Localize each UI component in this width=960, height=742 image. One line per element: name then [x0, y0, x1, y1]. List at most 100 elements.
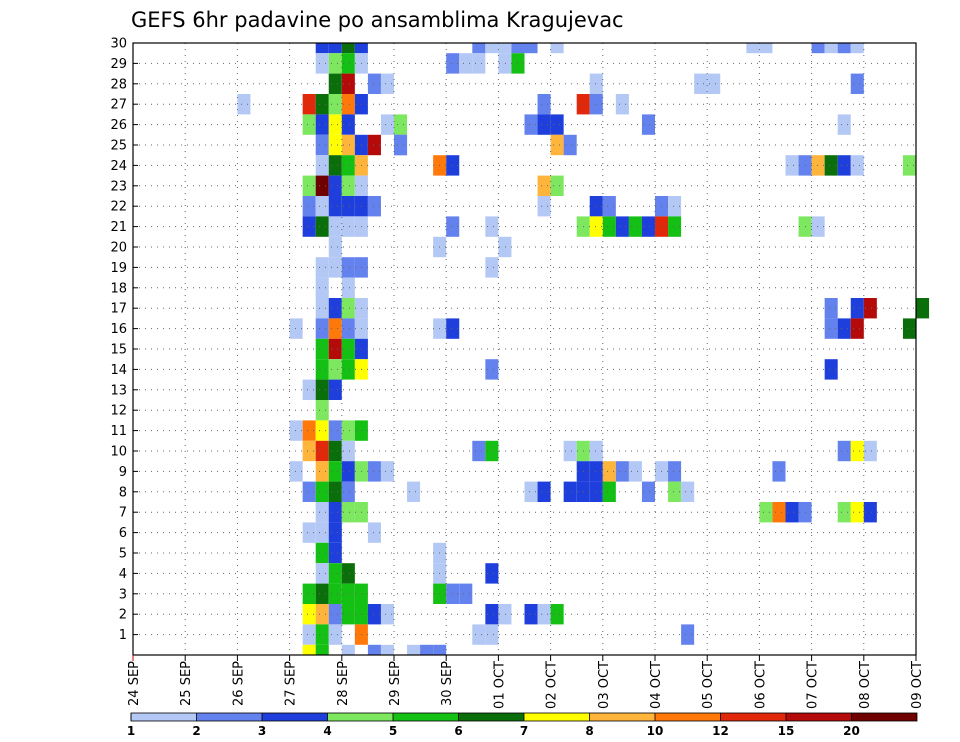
heatmap-cell [772, 502, 786, 523]
heatmap-cells [237, 43, 930, 655]
heatmap-cell [328, 298, 342, 319]
heatmap-cell [837, 43, 851, 54]
heatmap-cell [694, 73, 708, 94]
y-tick-label: 19 [110, 261, 127, 276]
heatmap-cell [341, 94, 355, 115]
heatmap-cell [315, 196, 329, 217]
heatmap-cell [668, 461, 682, 482]
heatmap-cell [315, 522, 329, 543]
heatmap-cell [302, 440, 316, 462]
x-tick-label: 08 OCT [858, 661, 873, 709]
heatmap-cell [380, 114, 394, 135]
x-tick-label: 25 SEP [179, 661, 194, 706]
heatmap-cell [341, 134, 355, 156]
heatmap-cell [315, 155, 329, 176]
colorbar-swatch [262, 713, 328, 721]
heatmap-cell [328, 481, 342, 502]
heatmap-cell [837, 155, 851, 176]
heatmap-cell [328, 155, 342, 176]
heatmap-cell [563, 481, 577, 502]
heatmap-cell [354, 43, 368, 54]
heatmap-cell [589, 461, 603, 482]
y-tick-label: 20 [110, 241, 127, 256]
heatmap-cell [824, 298, 838, 319]
heatmap-cell [315, 542, 329, 564]
heatmap-cell [641, 481, 655, 502]
heatmap-cell [420, 644, 434, 655]
heatmap-cell [302, 379, 316, 400]
heatmap-cell [341, 583, 355, 604]
heatmap-cell [328, 461, 342, 482]
heatmap-cell [537, 175, 551, 196]
heatmap-cell [524, 481, 538, 502]
colorbar-swatch [196, 713, 262, 721]
colorbar-swatch [786, 713, 852, 721]
heatmap-cell [341, 175, 355, 196]
heatmap-cell [328, 114, 342, 135]
heatmap-cell [315, 440, 329, 462]
heatmap-cell [328, 542, 342, 564]
heatmap-cell [824, 318, 838, 339]
heatmap-cell [315, 583, 329, 604]
heatmap-cell [328, 420, 342, 441]
heatmap-cell [615, 461, 629, 482]
heatmap-cell [485, 43, 499, 54]
y-tick-label: 23 [110, 179, 127, 194]
heatmap-cell [289, 461, 303, 482]
heatmap-cell [302, 196, 316, 217]
heatmap-cell [315, 359, 329, 380]
heatmap-cell [589, 94, 603, 115]
colorbar-swatch [851, 713, 917, 721]
x-tick-label: 26 SEP [231, 661, 246, 706]
heatmap-cell [668, 196, 682, 217]
y-axis: 1234567891011121314151617181920212223242… [110, 37, 138, 643]
heatmap-cell [850, 298, 864, 319]
colorbar-swatch [131, 713, 197, 721]
heatmap-cell [498, 236, 512, 258]
heatmap-cell [328, 257, 342, 278]
heatmap-cell [446, 155, 460, 176]
heatmap-cell [589, 73, 603, 94]
heatmap-cell [341, 53, 355, 74]
heatmap-cell [498, 53, 512, 74]
heatmap-cell [589, 196, 603, 217]
heatmap-cell [367, 196, 381, 217]
heatmap-cell [341, 216, 355, 237]
heatmap-cell [341, 481, 355, 502]
heatmap-cell [589, 440, 603, 462]
y-tick-label: 2 [119, 608, 127, 623]
colorbar-label: 10 [647, 724, 664, 738]
x-tick-label: 28 SEP [336, 661, 351, 706]
heatmap-cell [315, 257, 329, 278]
y-tick-label: 12 [110, 404, 127, 419]
heatmap-cell [328, 236, 342, 258]
heatmap-cell [367, 461, 381, 482]
heatmap-cell [524, 114, 538, 135]
colorbar-swatch [524, 713, 590, 721]
heatmap-cell [315, 134, 329, 156]
x-tick-label: 30 SEP [440, 661, 455, 706]
heatmap-cell [315, 53, 329, 74]
heatmap-cell [837, 440, 851, 462]
heatmap-cell [550, 114, 564, 135]
heatmap-cell [550, 175, 564, 196]
heatmap-cell [315, 43, 329, 54]
heatmap-cell [850, 155, 864, 176]
heatmap-cell [407, 644, 421, 655]
heatmap-cell [902, 155, 916, 176]
y-tick-label: 28 [110, 77, 127, 92]
heatmap-cell [446, 318, 460, 339]
y-tick-label: 1 [119, 628, 127, 643]
heatmap-cell [628, 461, 642, 482]
colorbar-legend: 1 2 3 4 5 6 7 8 10 12 15 20 [127, 712, 918, 738]
heatmap-cell [302, 216, 316, 237]
heatmap-cell [446, 583, 460, 604]
y-tick-label: 5 [119, 547, 127, 562]
x-tick-label: 29 SEP [388, 661, 403, 706]
heatmap-cell [485, 563, 499, 584]
heatmap-cell [380, 73, 394, 94]
heatmap-cell [302, 114, 316, 135]
heatmap-cell [863, 298, 877, 319]
heatmap-cell [328, 53, 342, 74]
x-tick-label: 03 OCT [597, 661, 612, 709]
